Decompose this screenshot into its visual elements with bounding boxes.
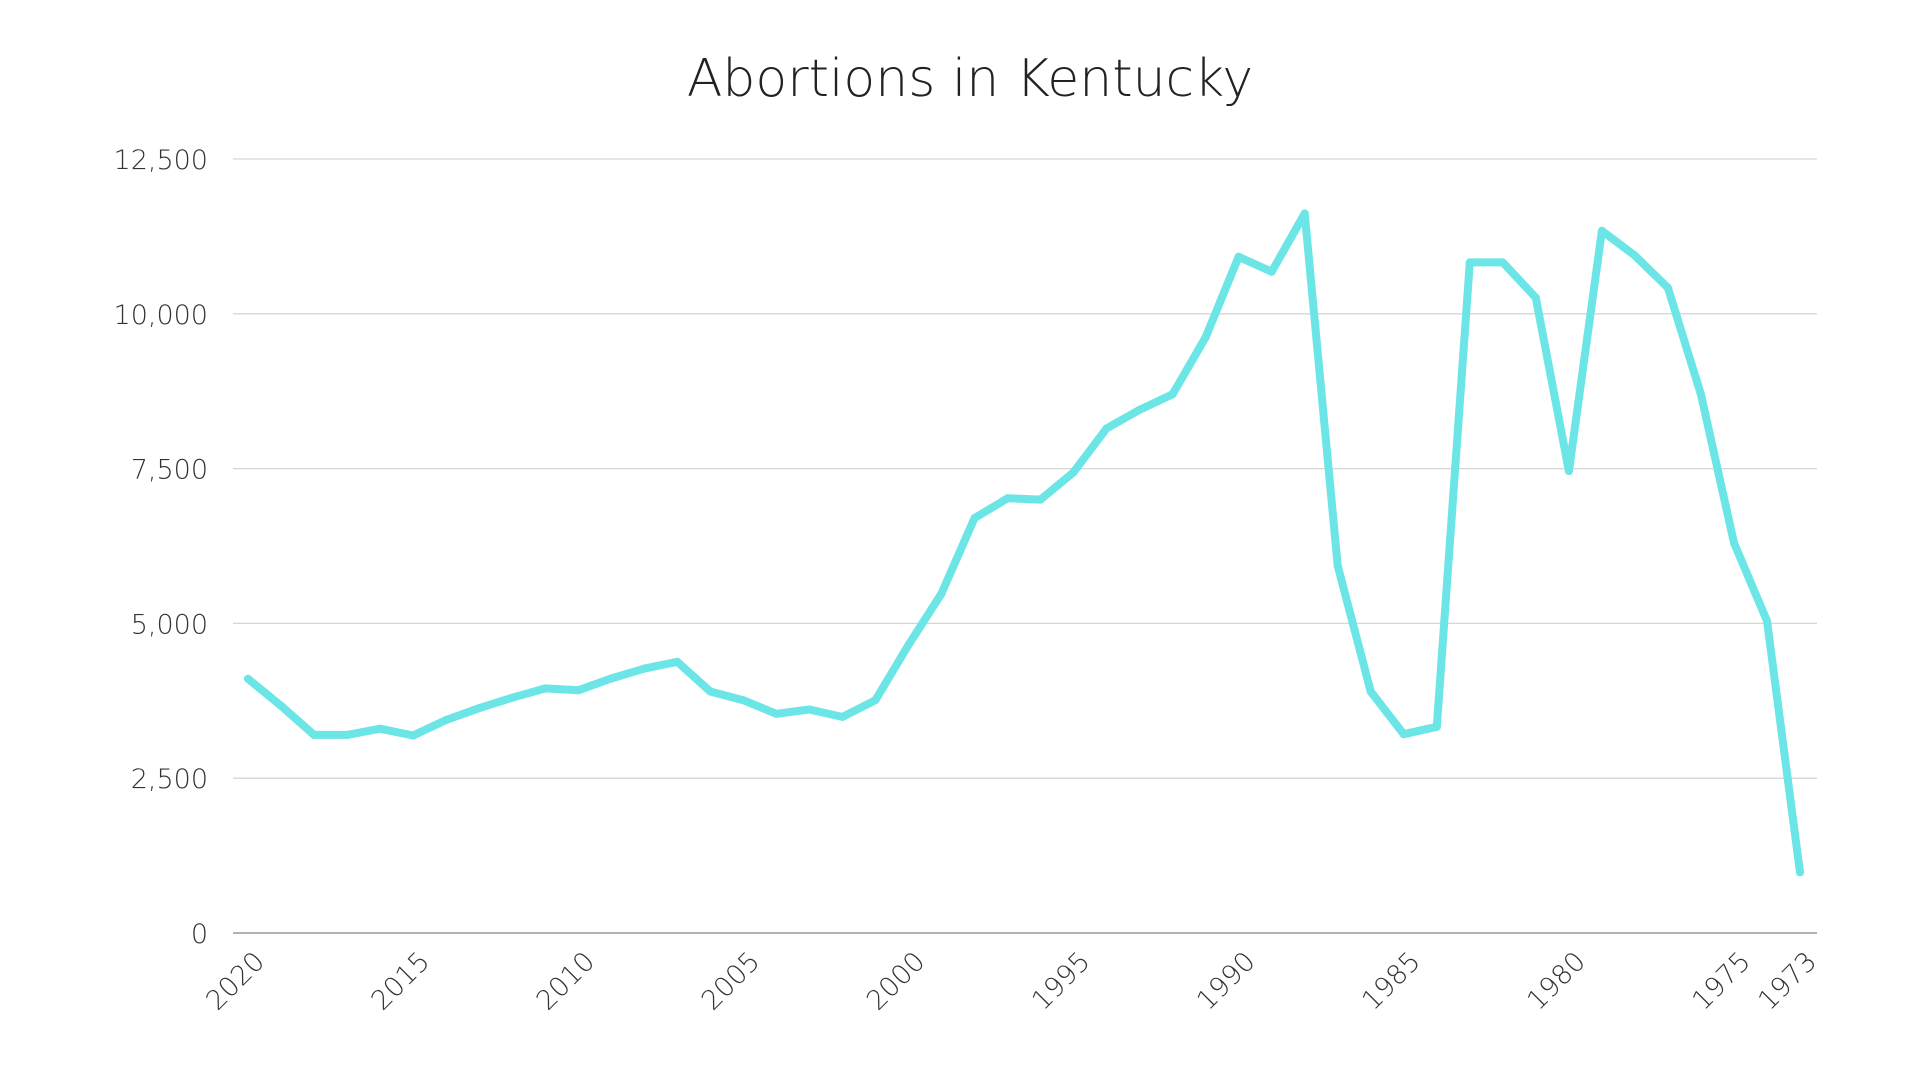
y-axis-tick-labels: 0 2,500 5,000 7,500 10,000 12,500: [114, 145, 208, 950]
data-point: [904, 641, 913, 650]
gridlines: [233, 158, 1817, 934]
x-axis-tick-labels: 2020 2015 2010 2005 2000 1995 1990 1985 1980 1975…: [200, 946, 1823, 1017]
x-tick-label: 2020: [200, 946, 271, 1017]
data-point: [970, 514, 979, 523]
data-point: [871, 696, 880, 705]
data-point: [343, 730, 352, 739]
data-point: [475, 704, 484, 713]
data-point: [1796, 868, 1804, 877]
data-point: [1366, 687, 1375, 696]
y-tick-label: 5,000: [131, 609, 208, 640]
data-point: [1036, 495, 1045, 504]
data-point: [805, 705, 814, 714]
data-point: [1069, 468, 1078, 477]
data-point: [1696, 390, 1705, 399]
data-point: [277, 701, 285, 710]
x-tick-label: 1990: [1191, 946, 1262, 1017]
x-tick-label: 1985: [1356, 946, 1427, 1017]
data-point: [574, 686, 583, 695]
data-point: [1300, 209, 1309, 218]
data-point: [1564, 467, 1573, 476]
data-point: [244, 674, 252, 683]
x-tick-label: 1980: [1521, 946, 1592, 1017]
data-point: [310, 730, 318, 739]
x-tick-label: 2005: [696, 946, 767, 1017]
x-tick-label: 1973: [1752, 946, 1823, 1017]
x-tick-label: 1995: [1026, 946, 1097, 1017]
x-tick-label: 2015: [366, 946, 437, 1017]
series-group: [244, 209, 1804, 877]
y-tick-label: 0: [191, 919, 208, 950]
y-tick-label: 12,500: [114, 145, 208, 176]
data-point: [739, 696, 748, 705]
data-point: [541, 684, 550, 693]
data-point: [1135, 405, 1144, 414]
data-point: [1730, 538, 1738, 547]
data-point: [1432, 722, 1441, 731]
data-point: [1201, 333, 1210, 342]
data-point: [1102, 424, 1111, 433]
data-point: [772, 709, 781, 718]
data-point: [1498, 258, 1507, 267]
data-point: [1399, 730, 1408, 739]
data-point: [376, 724, 385, 733]
x-tick-label: 2000: [861, 946, 932, 1017]
data-point: [1267, 267, 1276, 276]
data-point: [838, 712, 847, 721]
data-point: [1234, 252, 1243, 261]
data-point: [508, 693, 517, 702]
data-point: [673, 657, 682, 666]
data-point: [1168, 390, 1177, 399]
data-point: [1531, 293, 1540, 302]
data-point: [1663, 283, 1672, 292]
y-tick-label: 10,000: [114, 300, 208, 331]
data-point: [640, 664, 649, 673]
x-tick-label: 2010: [531, 946, 602, 1017]
series-line: [244, 209, 1804, 877]
data-point: [937, 589, 946, 598]
data-point: [1333, 561, 1342, 570]
data-point: [706, 687, 715, 696]
data-point: [1630, 251, 1639, 260]
data-point: [1003, 494, 1012, 503]
data-point: [1597, 226, 1606, 235]
data-point: [1465, 258, 1474, 267]
data-point: [607, 674, 616, 683]
y-tick-label: 7,500: [131, 455, 208, 486]
chart-title: Abortions in Kentucky: [687, 49, 1253, 109]
data-point: [442, 716, 451, 724]
data-point: [409, 731, 418, 740]
data-point: [1763, 616, 1771, 625]
x-tick-label: 1975: [1686, 946, 1757, 1017]
y-tick-label: 2,500: [131, 764, 208, 795]
